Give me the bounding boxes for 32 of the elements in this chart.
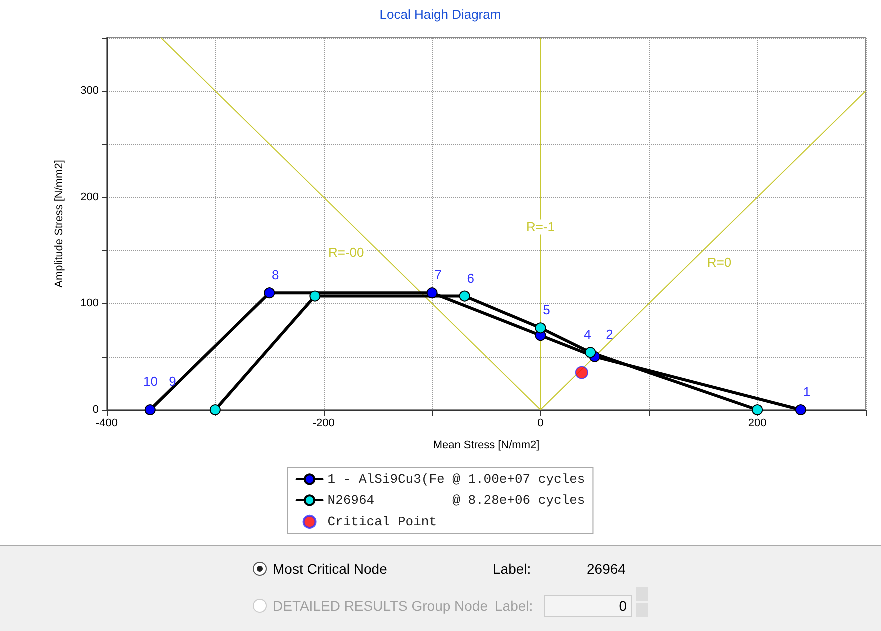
x-tick-label: 0 <box>538 418 544 430</box>
x-tick-label: -200 <box>312 418 335 430</box>
annotation: 7 <box>434 268 442 283</box>
y-tick-label: 200 <box>80 191 99 204</box>
legend-label: N26964 @ 8.28e+06 cycles <box>328 493 586 508</box>
text: 26964 <box>587 561 626 577</box>
annotation: 6 <box>467 270 474 286</box>
text: DETAILED RESULTS Group Node <box>273 598 488 614</box>
annotation: 10 <box>144 374 158 389</box>
text: Label: <box>495 598 534 614</box>
annotation: 5 <box>543 302 550 318</box>
annotation: 1 <box>803 384 811 400</box>
legend-label: Critical Point <box>328 514 437 530</box>
series-label: R=0 <box>707 254 732 270</box>
annotation: 8 <box>272 268 280 283</box>
x-tick-label: 200 <box>748 418 767 430</box>
series-label: R=-1 <box>526 220 555 235</box>
text: Most Critical Node <box>273 561 388 577</box>
annotation: 9 <box>169 374 176 389</box>
y-tick-label: 300 <box>80 85 99 98</box>
text: Label: <box>493 561 532 577</box>
chart-title: Local Haigh Diagram <box>380 7 502 22</box>
y-tick-label: 0 <box>92 404 99 416</box>
y-axis-title: Amplitude Stress [N/mm2] <box>54 160 66 288</box>
y-tick-label: 100 <box>80 298 99 310</box>
series-label: R=-00 <box>328 245 364 260</box>
text-field: 0 <box>544 595 632 617</box>
x-tick-label: -400 <box>96 418 118 430</box>
x-axis-title: Mean Stress [N/mm2] <box>433 440 540 452</box>
legend-label: 1 - AlSi9Cu3(Fe @ 1.00e+07 cycles <box>328 472 586 487</box>
annotation: 4 <box>584 327 592 342</box>
annotation: 2 <box>606 327 614 342</box>
